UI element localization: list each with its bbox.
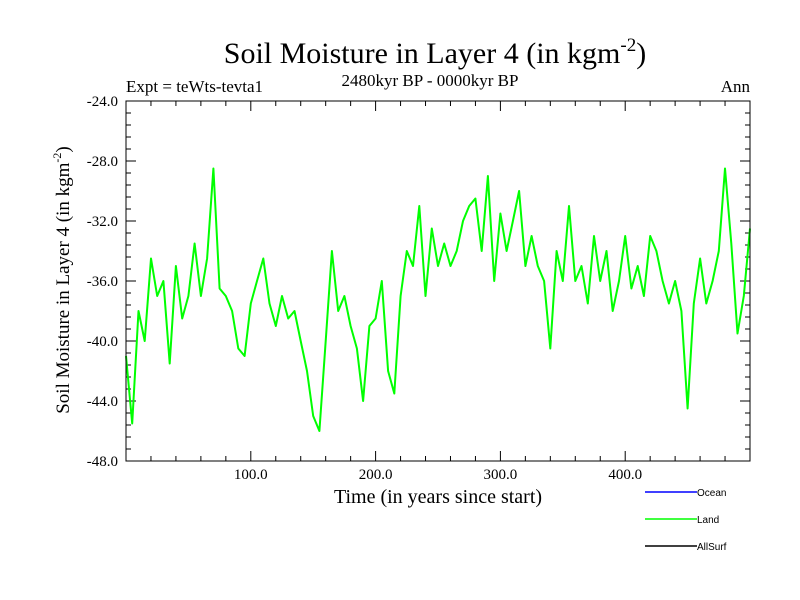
legend-label-ocean: Ocean bbox=[697, 488, 726, 499]
y-tick-label: -36.0 bbox=[87, 274, 118, 290]
axis-tick-labels: 100.0 200.0 300.0 400.0 -24.0 -28.0 -32.0 -36.0… bbox=[87, 94, 642, 483]
legend-label-allsurf: AllSurf bbox=[697, 542, 727, 553]
x-tick-label: 100.0 bbox=[234, 467, 268, 483]
y-tick-label: -48.0 bbox=[87, 454, 118, 470]
y-tick-label: -24.0 bbox=[87, 94, 118, 110]
legend: Ocean Land AllSurf bbox=[645, 488, 727, 553]
x-tick-label: 300.0 bbox=[484, 467, 518, 483]
y-tick-label: -28.0 bbox=[87, 154, 118, 170]
subtitle-experiment: Expt = teWts-tevta1 bbox=[126, 77, 263, 96]
y-axis-label: Soil Moisture in Layer 4 (in kgm-2) bbox=[50, 146, 74, 414]
y-tick-label: -32.0 bbox=[87, 214, 118, 230]
legend-label-land: Land bbox=[697, 515, 719, 526]
y-tick-label: -40.0 bbox=[87, 334, 118, 350]
y-tick-label: -44.0 bbox=[87, 394, 118, 410]
x-axis-label: Time (in years since start) bbox=[334, 486, 542, 508]
subtitle-season: Ann bbox=[721, 77, 751, 96]
x-tick-label: 400.0 bbox=[608, 467, 642, 483]
x-tick-label: 200.0 bbox=[359, 467, 393, 483]
subtitle-time-range: 2480kyr BP - 0000kyr BP bbox=[342, 71, 519, 90]
plot-frame bbox=[125, 100, 751, 462]
chart-title: Soil Moisture in Layer 4 (in kgm-2) bbox=[224, 35, 646, 70]
series-line-land bbox=[125, 167, 751, 432]
